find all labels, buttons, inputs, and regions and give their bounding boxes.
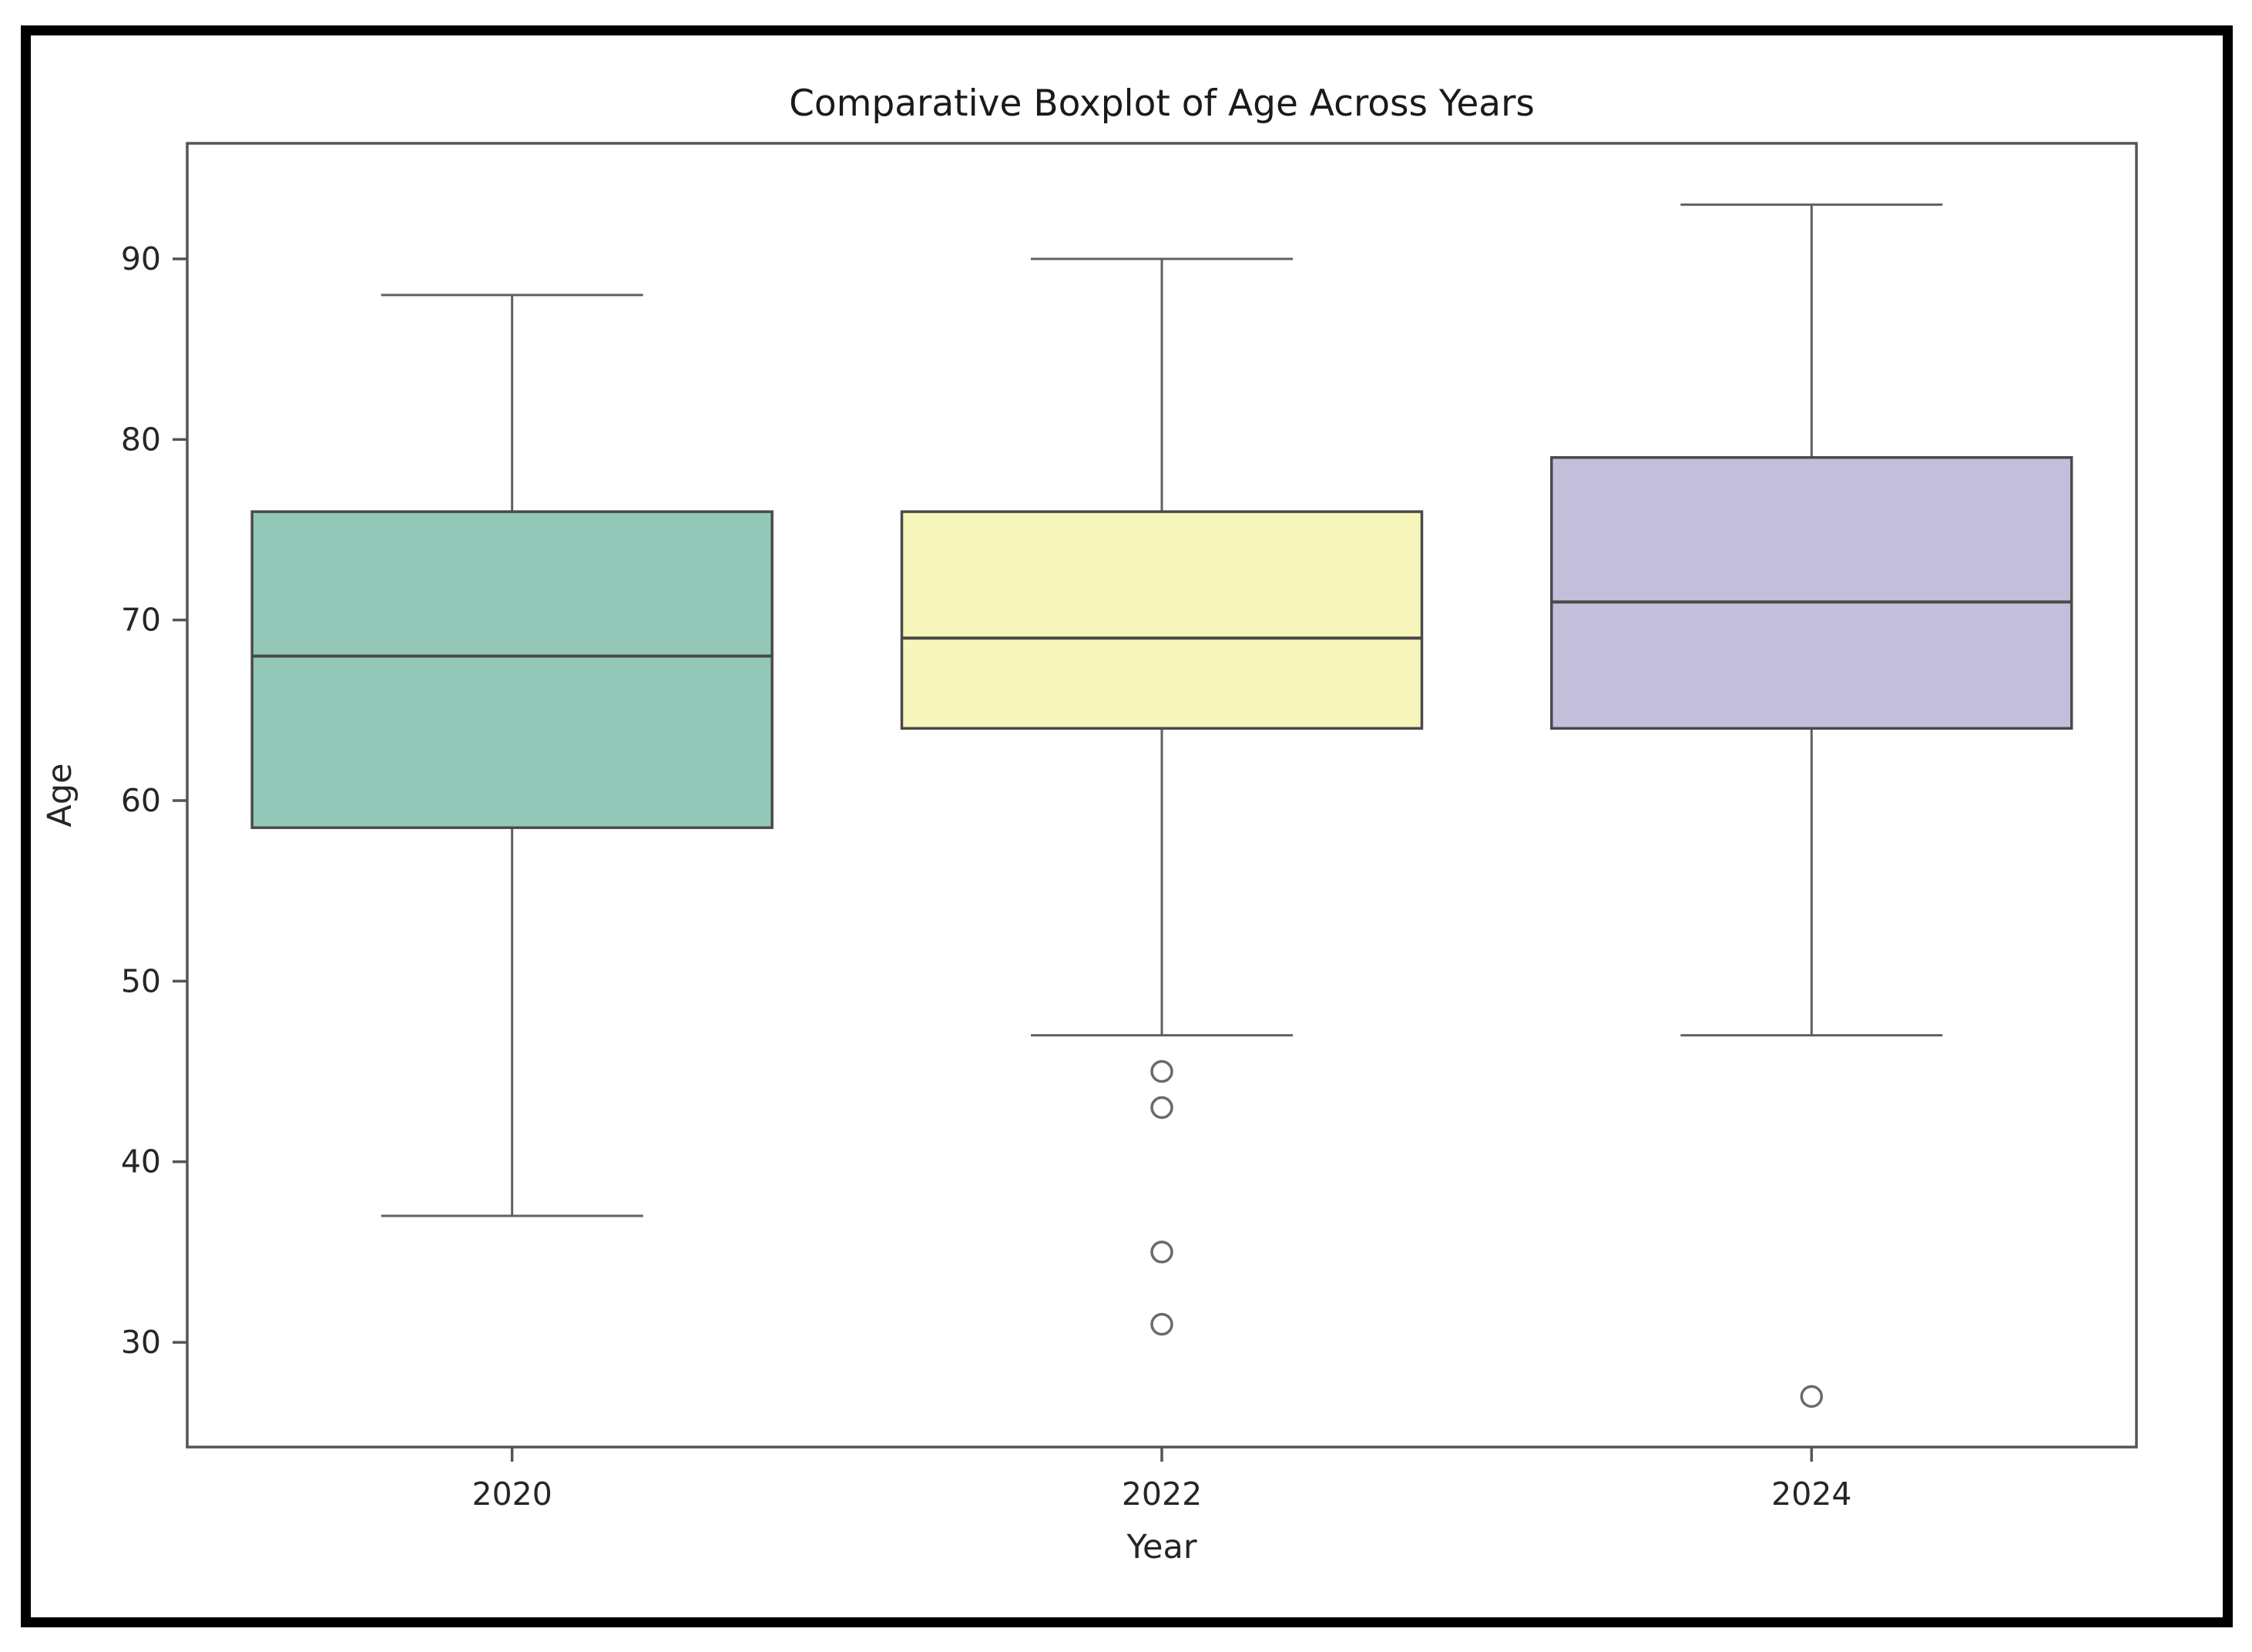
chart-title: Comparative Boxplot of Age Across Years [789,82,1535,125]
iqr-box [250,510,774,829]
outlier-marker [1150,1096,1173,1120]
outlier-marker [1150,1312,1173,1336]
iqr-box [900,510,1424,730]
x-tick-label: 2024 [1771,1476,1851,1513]
y-tick-label: 80 [121,421,161,458]
x-axis-label: Year [1126,1528,1196,1566]
y-tick-label: 60 [121,782,161,819]
iqr-box [1550,456,2073,730]
plot-area: 30 40 50 60 70 80 90 2020 2022 2024 [121,142,2138,1513]
y-axis-label: Age [41,763,79,827]
y-tick-label: 70 [121,602,161,639]
y-tick-label: 90 [121,240,161,277]
outlier-marker [1800,1385,1824,1409]
x-tick-label: 2022 [1122,1476,1202,1513]
y-tick-label: 30 [121,1324,161,1361]
y-tick-label: 50 [121,962,161,999]
y-tick-label: 40 [121,1143,161,1180]
x-tick-label: 2020 [472,1476,552,1513]
outlier-marker [1150,1241,1173,1264]
outlier-marker [1150,1059,1173,1083]
